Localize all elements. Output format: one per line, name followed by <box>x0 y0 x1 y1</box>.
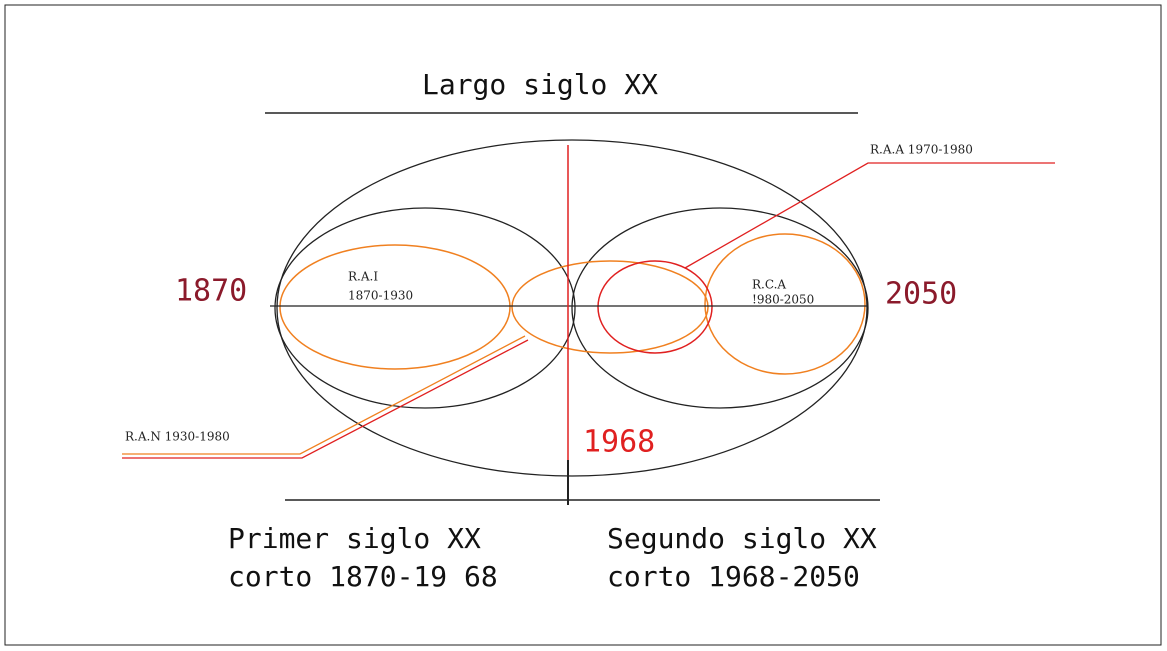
frame <box>4 4 1162 646</box>
ran-label: R.A.N 1930-1980 <box>125 430 230 444</box>
ran-leader <box>122 335 526 455</box>
circles <box>274 139 869 477</box>
first-half-title: Primer siglo XX <box>228 522 481 555</box>
ran-ellipse <box>511 260 709 354</box>
second-half-range: corto 1968-2050 <box>607 560 860 593</box>
start-year: 1870 <box>175 274 247 309</box>
rai-name: R.A.I <box>348 270 378 284</box>
title: Largo siglo XX <box>422 68 658 101</box>
rai-ellipse <box>279 244 511 370</box>
right-circle <box>571 207 869 409</box>
ran-leader <box>122 339 529 459</box>
end-year: 2050 <box>885 277 957 312</box>
raa-label: R.A.A 1970-1980 <box>870 143 973 157</box>
outer-ellipse <box>276 139 868 477</box>
second-half-title: Segundo siglo XX <box>607 522 877 555</box>
split-year: 1968 <box>583 425 655 460</box>
rca-ellipse <box>704 233 866 375</box>
left-circle <box>274 207 576 409</box>
raa-leader <box>684 162 1055 269</box>
rca-name: R.C.A <box>752 278 786 292</box>
raa-circle <box>597 260 713 354</box>
rca-period: !980-2050 <box>752 293 814 307</box>
rai-period: 1870-1930 <box>348 289 413 303</box>
first-half-range: corto 1870-19 68 <box>228 560 498 593</box>
